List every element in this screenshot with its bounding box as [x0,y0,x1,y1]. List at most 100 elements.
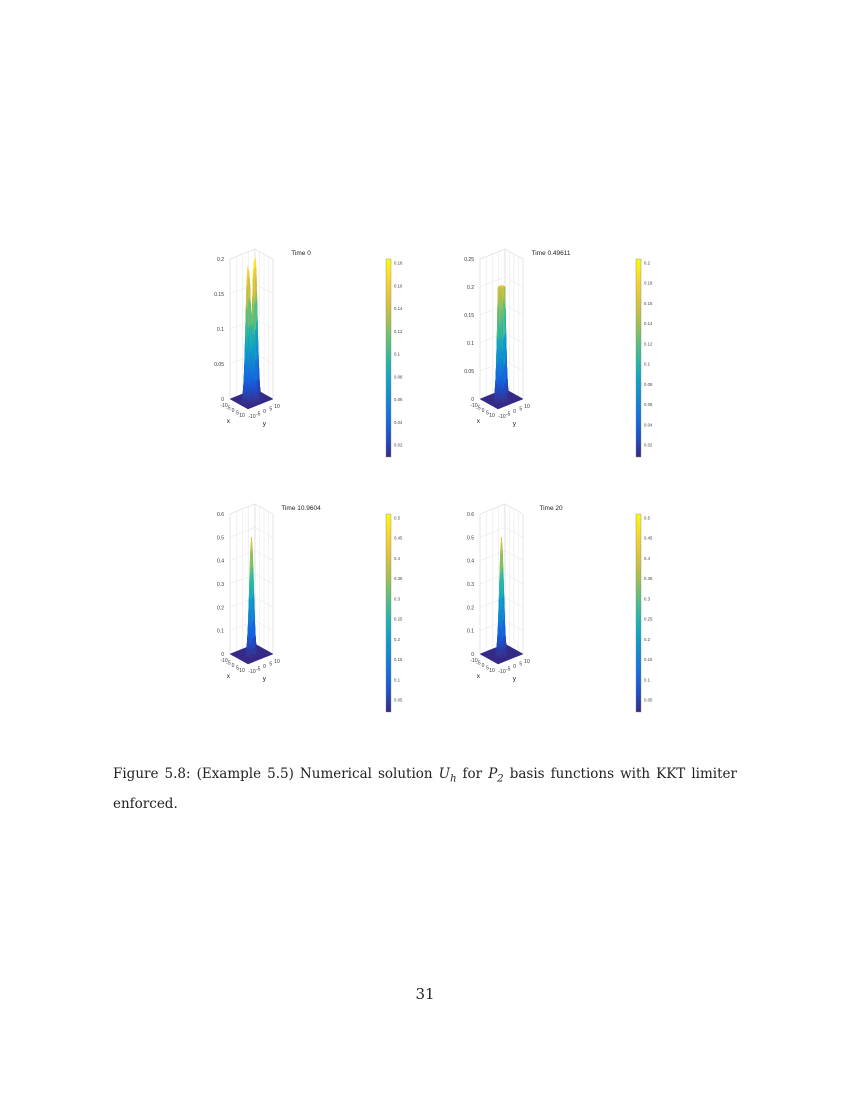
colorbar-tick-label: 0.1 [394,352,401,357]
y-tick-label: 5 [519,662,522,668]
y-axis-label: y [263,421,267,428]
colorbar-tick-label: 0.16 [394,283,403,288]
x-tick-label: 5 [486,666,489,672]
caption-var-sub: h [450,773,457,785]
caption-space-sub: 2 [497,773,504,785]
page-number: 31 [415,985,435,1003]
colorbar-tick-label: 0.35 [644,576,653,581]
z-tick-label: 0.2 [467,605,474,611]
z-tick-label: 0.25 [464,257,474,263]
colorbar-tick-label: 0.14 [394,306,403,311]
x-tick-label: 0 [232,663,235,669]
colorbar: 0.18 0.16 0.14 0.12 0.1 0.08 0.06 0.04 0.02 [385,258,403,458]
z-tick-label: 0.3 [217,582,224,588]
y-axis: -10 -5 0 5 10 y [248,404,280,428]
colorbar-tick-label: 0.25 [644,617,653,622]
y-tick-label: -10 [498,669,505,675]
z-tick-label: 0 [221,652,224,658]
z-axis: 0 0.1 0.2 0.3 0.4 0.5 0.6 [217,512,224,658]
x-tick-label: 5 [236,411,239,417]
z-tick-label: 0.1 [217,327,224,333]
z-tick-label: 0.4 [467,559,474,565]
y-axis-label: y [513,421,517,428]
y-tick-label: -5 [506,667,511,673]
x-axis-label: x [477,673,481,680]
y-tick-label: 10 [274,659,280,665]
y-tick-label: -10 [248,414,255,420]
x-tick-label: 0 [482,408,485,414]
surface-mesh [479,537,524,665]
z-tick-label: 0.05 [214,362,224,368]
colorbar-tick-label: 0.06 [644,402,653,407]
colorbar-tick-label: 0.02 [394,443,403,448]
colorbar-tick-label: 0.16 [644,301,653,306]
surface-mesh [479,285,524,410]
colorbar-tick-label: 0.45 [644,536,653,541]
caption-prefix: Figure 5.8: (Example 5.5) Numerical solu… [113,766,439,782]
x-axis: -10-5 0 5 10 x [470,658,495,680]
plot-title: Time 0.49611 [531,250,570,257]
z-tick-label: 0.6 [467,512,474,518]
x-axis-label: x [227,418,231,425]
x-axis-label: x [477,418,481,425]
z-tick-label: 0.2 [467,285,474,291]
colorbar-tick-label: 0.08 [394,374,403,379]
z-tick-label: 0 [471,652,474,658]
surface-mesh [229,537,274,665]
z-tick-label: 0 [471,397,474,403]
y-tick-label: 0 [513,664,516,670]
x-tick-label: -5 [476,406,481,412]
z-tick-label: 0.4 [217,559,224,565]
colorbar-tick-label: 0.05 [394,698,403,703]
y-tick-label: 10 [524,659,530,665]
z-tick-label: 0 [221,397,224,403]
colorbar-tick-label: 0.05 [644,698,653,703]
colorbar: 0.5 0.45 0.4 0.35 0.3 0.25 0.2 0.15 0.1 0.05 [385,513,403,713]
y-axis: -10 -5 0 5 10 y [498,659,530,683]
x-tick-label: 5 [236,666,239,672]
x-axis-label: x [227,673,231,680]
colorbar-tick-label: 0.08 [644,382,653,387]
colorbar-tick-label: 0.15 [394,657,403,662]
x-axis: -10-5 0 5 10 x [220,658,245,680]
surface-plot-time-10-9604: Time 10.9604 0 0.1 0.2 0.3 0.4 0.5 0.6 -10 -5 0 5 10… [186,498,416,728]
z-tick-label: 0.15 [464,313,474,319]
z-tick-label: 0.2 [217,257,224,263]
x-tick-label: 10 [489,668,495,674]
y-axis-label: y [513,676,517,683]
y-axis-label: y [263,676,267,683]
z-tick-label: 0.1 [467,341,474,347]
colorbar-tick-label: 0.14 [644,321,653,326]
x-tick-label: -5 [476,661,481,667]
caption-var: U [438,766,451,782]
caption-variable: Uh [438,766,457,785]
z-tick-label: 0.05 [464,369,474,375]
z-axis: 0 0.05 0.1 0.15 0.2 [214,257,224,403]
colorbar-tick-label: 0.4 [394,556,401,561]
x-tick-label: -5 [226,406,231,412]
z-tick-label: 0.1 [467,629,474,635]
colorbar-tick-label: 0.1 [644,362,651,367]
colorbar-tick-label: 0.18 [394,261,403,266]
colorbar-tick-label: 0.2 [644,261,651,266]
colorbar-tick-label: 0.35 [394,576,403,581]
colorbar-tick-label: 0.12 [644,341,653,346]
colorbar-tick-label: 0.5 [394,516,401,521]
y-tick-label: 0 [513,409,516,415]
x-tick-label: -10 [470,658,477,664]
x-tick-label: 0 [482,663,485,669]
colorbar-tick-label: 0.15 [644,657,653,662]
caption-space-letter: P [488,766,498,782]
y-tick-label: -10 [248,669,255,675]
x-tick-label: -10 [220,658,227,664]
surface-mesh [229,257,274,410]
y-tick-label: -5 [506,412,511,418]
colorbar: 0.2 0.18 0.16 0.14 0.12 0.1 0.08 0.06 0.04 0.02 [635,258,653,458]
colorbar-tick-label: 0.2 [394,637,401,642]
x-tick-label: 5 [486,411,489,417]
colorbar-tick-label: 0.3 [394,596,401,601]
colorbar-tick-label: 0.4 [644,556,651,561]
x-axis: -10-5 0 5 10 x [220,403,245,425]
